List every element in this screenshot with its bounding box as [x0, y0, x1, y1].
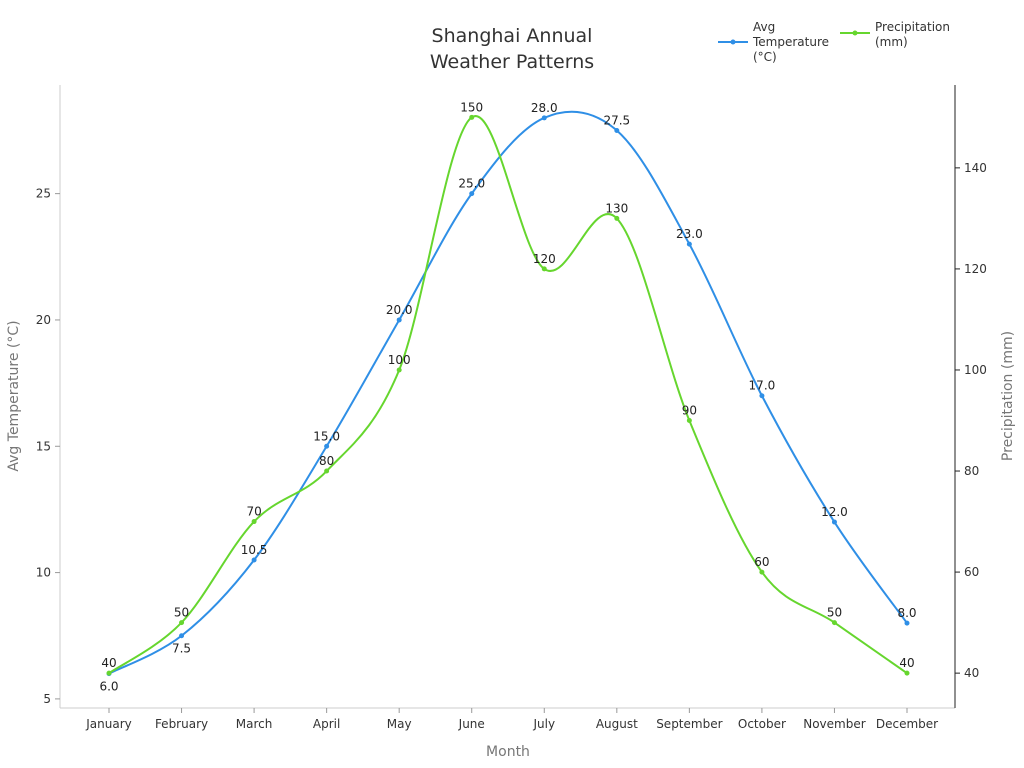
data-label: 25.0 [458, 177, 485, 191]
right-tick-label: 100 [964, 363, 987, 377]
data-point [831, 519, 837, 525]
x-tick-label: July [532, 717, 555, 731]
right-axis-label: Precipitation (mm) [1000, 331, 1016, 461]
legend-label: Temperature [752, 35, 829, 49]
data-label: 80 [319, 454, 334, 468]
left-tick-label: 25 [36, 187, 51, 201]
legend-marker [730, 39, 736, 45]
data-point [541, 266, 547, 272]
x-tick-label: September [656, 717, 722, 731]
legend-marker [852, 30, 858, 36]
data-label: 23.0 [676, 227, 703, 241]
left-axis-label: Avg Temperature (°C) [6, 320, 22, 471]
data-point [614, 215, 620, 221]
data-point [469, 191, 475, 197]
data-point [179, 633, 185, 639]
data-point [904, 620, 910, 626]
data-label: 50 [174, 606, 189, 620]
data-point [469, 114, 475, 120]
data-label: 60 [754, 555, 769, 569]
data-label: 70 [246, 505, 261, 519]
data-label: 8.0 [897, 606, 916, 620]
data-point [759, 393, 765, 399]
data-label: 10.5 [241, 543, 268, 557]
data-label: 90 [682, 404, 697, 418]
data-label: 20.0 [386, 303, 413, 317]
data-label: 27.5 [603, 113, 630, 127]
right-tick-label: 140 [964, 161, 987, 175]
right-tick-label: 60 [964, 565, 979, 579]
x-tick-label: February [155, 717, 208, 731]
data-label: 120 [533, 252, 556, 266]
data-point [251, 557, 257, 563]
left-tick-label: 15 [36, 439, 51, 453]
data-label: 40 [899, 656, 914, 670]
x-tick-label: November [803, 717, 865, 731]
data-point [759, 569, 765, 575]
x-tick-label: December [876, 717, 938, 731]
left-tick-label: 5 [43, 692, 51, 706]
data-label: 7.5 [172, 642, 191, 656]
x-tick-label: January [85, 717, 132, 731]
data-label: 28.0 [531, 101, 558, 115]
title-line-1: Shanghai Annual [432, 25, 593, 47]
x-tick-label: August [596, 717, 638, 731]
data-label: 100 [388, 353, 411, 367]
data-point [106, 670, 112, 676]
data-label: 17.0 [749, 379, 776, 393]
x-axis-label: Month [486, 744, 530, 760]
data-point [396, 367, 402, 373]
right-tick-label: 120 [964, 262, 987, 276]
chart-title: Shanghai Annual Weather Patterns [430, 25, 594, 73]
data-point [686, 241, 692, 247]
x-tick-label: March [236, 717, 273, 731]
left-tick-label: 10 [36, 566, 51, 580]
right-tick-label: 80 [964, 464, 979, 478]
data-point [324, 443, 330, 449]
data-point [541, 115, 547, 121]
legend-label: (°C) [753, 50, 777, 64]
x-tick-label: May [387, 717, 412, 731]
left-tick-label: 20 [36, 313, 51, 327]
data-point [251, 519, 257, 525]
data-point [614, 127, 620, 133]
series-precipitation: 40 50 70 80 100 150 120 130 90 60 50 40 [101, 100, 915, 676]
x-tick-label: April [313, 717, 340, 731]
data-label: 130 [605, 201, 628, 215]
data-point [686, 418, 692, 424]
data-label: 50 [827, 606, 842, 620]
data-point [831, 620, 837, 626]
legend-label: Avg [753, 20, 775, 34]
data-label: 12.0 [821, 505, 848, 519]
series-line [108, 110, 908, 675]
data-label: 150 [460, 100, 483, 114]
right-tick-label: 40 [964, 666, 979, 680]
series-temperature: 6.0 7.5 10.5 15.0 20.0 25.0 28.0 27.5 23.0 17.0 12… [99, 101, 916, 694]
legend-label: (mm) [875, 35, 908, 49]
data-point [324, 468, 330, 474]
data-point [179, 620, 185, 626]
legend-label: Precipitation [875, 20, 950, 34]
x-tick-label: June [458, 717, 485, 731]
data-point [396, 317, 402, 323]
x-tick-label: October [738, 717, 786, 731]
data-point [904, 670, 910, 676]
data-label: 15.0 [313, 429, 340, 443]
data-label: 40 [101, 656, 116, 670]
data-label: 6.0 [99, 680, 118, 694]
title-line-2: Weather Patterns [430, 51, 594, 73]
